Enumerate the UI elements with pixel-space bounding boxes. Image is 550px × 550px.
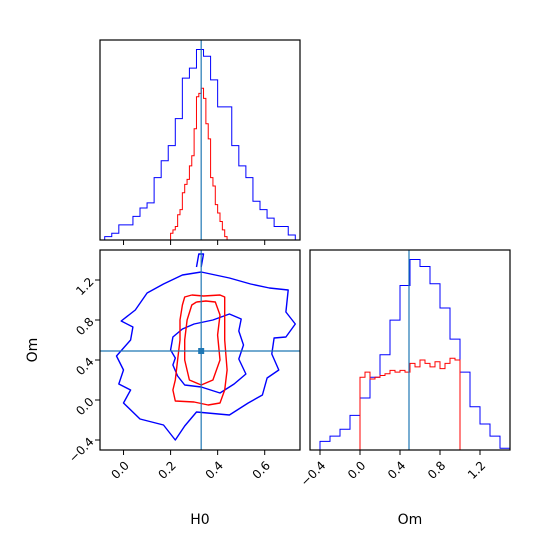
h0-om-contour-frame [99,249,301,451]
h0-om-contour-plot-area: 0.0 0.2 0.4 0.6 −0.4 0.0 0.4 0.8 1.2 [66,250,300,482]
contour-x-tick-label: 0.6 [250,458,273,481]
h0-histogram-plot-area [104,40,296,245]
contour-x-tick-label: 0.2 [156,458,179,481]
om-hist-x-tick-label: 0.4 [385,458,408,481]
contour-x-tick-label: 0.4 [203,458,226,481]
contour-truth-marker [198,348,205,354]
contour-line-inner [169,313,247,394]
x-axis-label-h0: H0 [190,512,209,528]
panel-h0-om-contour: 0.0 0.2 0.4 0.6 −0.4 0.0 0.4 0.8 1.2 H0 Om [25,249,301,528]
contour-y-tick-label: 0.4 [73,355,96,378]
om-histogram-plot-area: −0.4 0.0 0.4 0.8 1.2 [298,250,511,489]
contour-y-tick-label: 1.2 [73,275,96,298]
x-axis-label-om: Om [398,512,423,528]
panel-h0-histogram [99,39,301,245]
om-hist-x-tick-label: 0.8 [425,458,448,481]
contour-y-tick-label: 0.8 [73,315,96,338]
contour-x-tick-label: 0.0 [108,458,131,481]
om-histogram-frame [309,249,511,451]
om-hist-x-tick-label: 0.0 [345,458,368,481]
h0-histogram-series [170,87,228,240]
contour-lines-group [115,253,296,441]
contour-line-inner [183,300,221,386]
y-axis-label-om: Om [25,338,41,363]
contour-line-stub [195,253,205,268]
om-hist-x-tick-label: 1.2 [465,458,488,481]
h0-histogram-series [104,49,296,240]
contour-y-tick-label: −0.4 [66,435,97,466]
om-histogram-series [359,357,461,450]
h0-histogram-frame [99,39,301,241]
om-hist-x-tick-label: −0.4 [298,458,329,489]
contour-line-outer [115,271,296,441]
panel-om-histogram: −0.4 0.0 0.4 0.8 1.2 Om [298,249,511,528]
contour-y-tick-label: 0.0 [73,395,96,418]
om-histogram-series [319,259,511,450]
